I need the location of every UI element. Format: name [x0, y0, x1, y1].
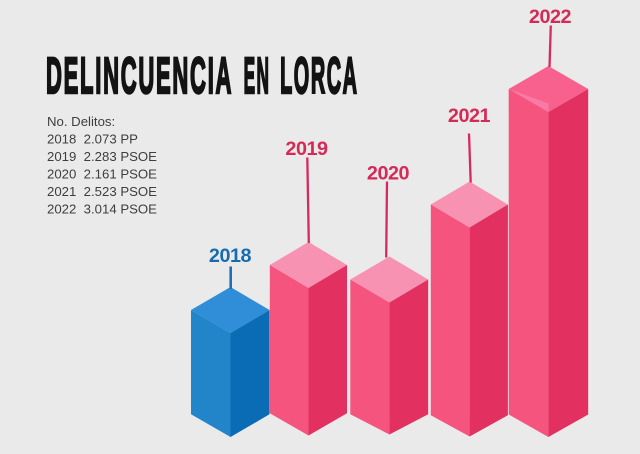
svg-text:2021: 2021 — [448, 105, 491, 127]
svg-text:2022: 2022 — [529, 6, 572, 28]
svg-text:LORCA: LORCA — [280, 48, 358, 105]
svg-text:2019 2.283 PSOE: 2019 2.283 PSOE — [47, 149, 157, 164]
svg-text:No. Delitos:: No. Delitos: — [47, 114, 115, 129]
svg-text:2021 2.523 PSOE: 2021 2.523 PSOE — [47, 184, 157, 199]
svg-text:DELINCUENCIA: DELINCUENCIA — [46, 49, 233, 105]
svg-text:2018: 2018 — [209, 245, 252, 267]
svg-text:EN: EN — [244, 49, 271, 105]
svg-text:2020: 2020 — [367, 163, 410, 185]
svg-text:2020 2.161 PSOE: 2020 2.161 PSOE — [47, 167, 157, 182]
svg-text:2019: 2019 — [285, 138, 328, 160]
svg-text:2018 2.073 PP: 2018 2.073 PP — [47, 132, 138, 147]
svg-text:2022 3.014 PSOE: 2022 3.014 PSOE — [47, 202, 157, 217]
